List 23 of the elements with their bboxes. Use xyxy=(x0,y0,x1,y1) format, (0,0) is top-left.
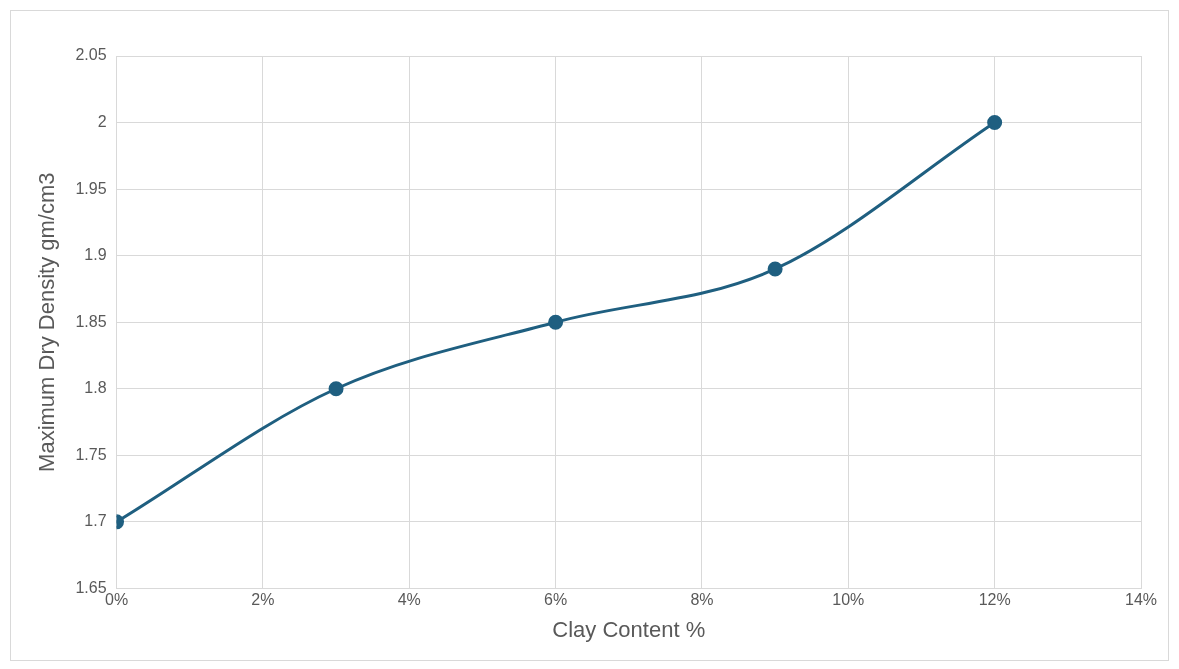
y-tick-label: 2.05 xyxy=(75,46,107,64)
x-tick-label: 14% xyxy=(1124,591,1158,609)
x-tick-label: 10% xyxy=(832,591,865,609)
y-tick-label: 1.8 xyxy=(84,379,107,397)
y-tick-label: 1.65 xyxy=(75,578,107,596)
x-tick-label: 12% xyxy=(978,591,1011,609)
y-tick-label: 1.95 xyxy=(75,179,107,197)
point xyxy=(767,261,783,277)
x-tick-label: 4% xyxy=(397,591,421,609)
point xyxy=(328,381,344,397)
y-tick-label: 1.9 xyxy=(84,246,107,264)
x-tick-label: 8% xyxy=(690,591,714,609)
y-tick-label: 1.85 xyxy=(75,312,107,330)
point xyxy=(987,115,1003,131)
x-tick-label: 2% xyxy=(251,591,275,609)
point xyxy=(548,314,564,330)
x-axis-title: Clay Content % xyxy=(552,616,706,642)
y-tick-label: 2 xyxy=(97,112,107,130)
x-tick-label: 6% xyxy=(544,591,568,609)
y-axis-title: Maximum Dry Density gm/cm3 xyxy=(34,172,60,472)
x-tick-label: 0% xyxy=(104,591,129,609)
y-tick-label: 1.7 xyxy=(84,512,107,530)
y-tick-label: 1.75 xyxy=(75,445,107,463)
